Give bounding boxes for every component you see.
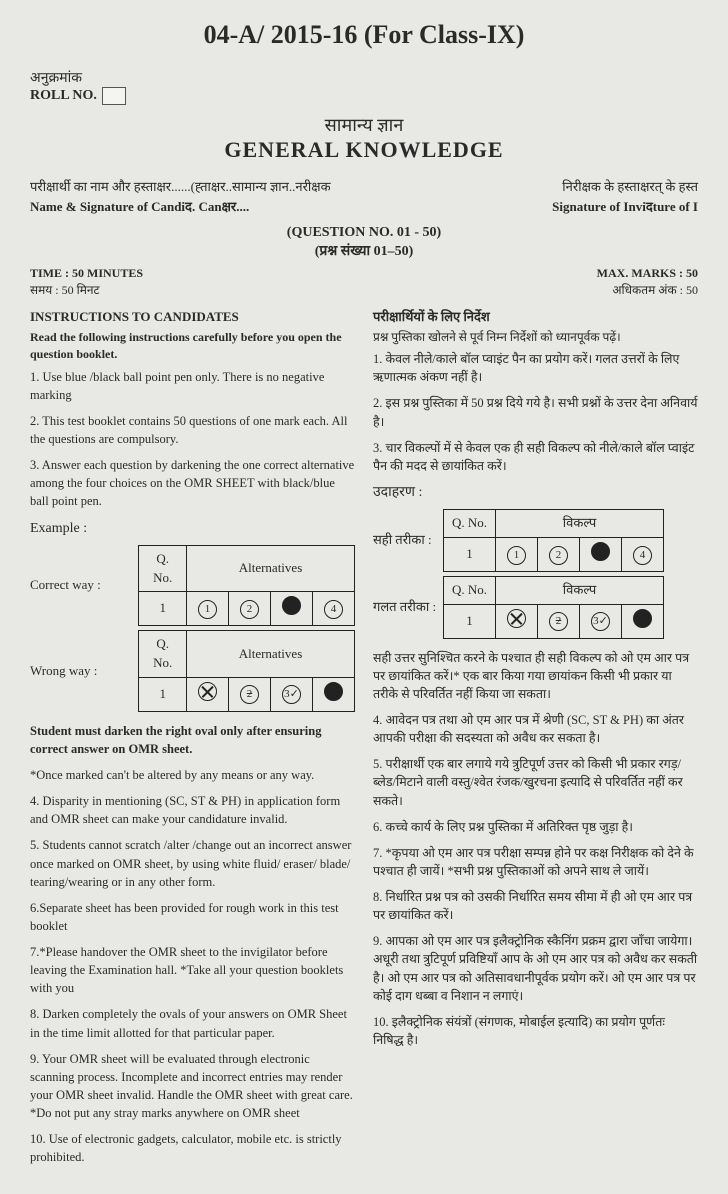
wa2: 2 bbox=[229, 678, 271, 712]
l-i3: 3. Answer each question by darkening the… bbox=[30, 456, 355, 510]
ca1: 1 bbox=[187, 592, 229, 626]
th-alt-h2: विकल्प bbox=[496, 576, 664, 604]
ca3 bbox=[271, 592, 313, 626]
wh1: 1 bbox=[444, 604, 496, 638]
c1: 1 bbox=[139, 592, 187, 626]
marks-hi: अधिकतम अंक : 50 bbox=[597, 281, 698, 298]
marks-en: MAX. MARKS : 50 bbox=[597, 266, 698, 281]
wha4 bbox=[622, 604, 664, 638]
l-i5: 5. Students cannot scratch /alter /chang… bbox=[30, 836, 355, 890]
title-block: सामान्य ज्ञान GENERAL KNOWLEDGE bbox=[30, 113, 698, 163]
wrong-row-hi: गलत तरीका : Q. No.विकल्प 1 2 3✓ bbox=[373, 576, 698, 639]
left-col: INSTRUCTIONS TO CANDIDATES Read the foll… bbox=[30, 308, 355, 1174]
sig-right-hi: निरीक्षक के हस्ताक्षरत् के हस्त bbox=[377, 177, 698, 195]
l-post1b: *Once marked can't be altered by any mea… bbox=[30, 766, 355, 784]
correct-label-en: Correct way : bbox=[30, 576, 108, 595]
sig-row-en: Name & Signature of Candiद. Canक्षर.... … bbox=[30, 197, 698, 215]
sig-left-hi: परीक्षार्थी का नाम और हस्ताक्षर......(ह्… bbox=[30, 177, 351, 195]
wrong-row-en: Wrong way : Q. No.Alternatives 1 2 3✓ bbox=[30, 630, 355, 712]
time-marks: TIME : 50 MINUTES समय : 50 मिनट MAX. MAR… bbox=[30, 266, 698, 298]
wrong-label-hi: गलत तरीका : bbox=[373, 598, 443, 617]
wha3: 3✓ bbox=[580, 604, 622, 638]
th-qno-h2: Q. No. bbox=[444, 576, 496, 604]
instr-sub-en: Read the following instructions carefull… bbox=[30, 329, 355, 364]
l-post1a: Student must darken the right oval only … bbox=[30, 722, 355, 758]
wrong-label-en: Wrong way : bbox=[30, 662, 108, 681]
time: TIME : 50 MINUTES समय : 50 मिनट bbox=[30, 266, 143, 298]
correct-table-hi: Q. No.विकल्प 1 1 2 4 bbox=[443, 509, 664, 572]
th-qno2: Q. No. bbox=[139, 631, 187, 678]
r-i4: 4. आवेदन पत्र तथा ओ एम आर पत्र में श्रेण… bbox=[373, 711, 698, 747]
right-col: परीक्षार्थियों के लिए निर्देश प्रश्न पुस… bbox=[373, 308, 698, 1174]
r-i5: 5. परीक्षार्थी एक बार लगाये गये त्रुटिपू… bbox=[373, 755, 698, 809]
correct-row-en: Correct way : Q. No.Alternatives 1 1 2 4 bbox=[30, 545, 355, 627]
ch1: 1 bbox=[444, 538, 496, 572]
r-i6: 6. कच्चे कार्य के लिए प्रश्न पुस्तिका मे… bbox=[373, 818, 698, 836]
th-qno-h: Q. No. bbox=[444, 510, 496, 538]
correct-row-hi: सही तरीका : Q. No.विकल्प 1 1 2 4 bbox=[373, 509, 698, 572]
cha2: 2 bbox=[538, 538, 580, 572]
title-hi: सामान्य ज्ञान bbox=[30, 113, 698, 137]
r-i7: 7. *कृपया ओ एम आर पत्र परीक्षा सम्पन्न ह… bbox=[373, 844, 698, 880]
instr-sub-hi: प्रश्न पुस्तिका खोलने से पूर्व निम्न निर… bbox=[373, 329, 698, 346]
r-post1: सही उत्तर सुनिश्चित करने के पश्चात ही सह… bbox=[373, 649, 698, 703]
wrong-table-hi: Q. No.विकल्प 1 2 3✓ bbox=[443, 576, 664, 639]
ca4: 4 bbox=[313, 592, 355, 626]
l-i2: 2. This test booklet contains 50 questio… bbox=[30, 412, 355, 448]
roll-hi: अनुक्रमांक bbox=[30, 68, 698, 87]
r-i8: 8. निर्धारित प्रश्न पत्र को उसकी निर्धार… bbox=[373, 888, 698, 924]
sig-row-hi: परीक्षार्थी का नाम और हस्ताक्षर......(ह्… bbox=[30, 177, 698, 195]
time-hi: समय : 50 मिनट bbox=[30, 281, 143, 298]
cha4: 4 bbox=[622, 538, 664, 572]
wa4 bbox=[313, 678, 355, 712]
qno-en: (QUESTION NO. 01 - 50) bbox=[30, 225, 698, 241]
th-qno: Q. No. bbox=[139, 545, 187, 592]
roll-box bbox=[102, 87, 126, 105]
time-en: TIME : 50 MINUTES bbox=[30, 266, 143, 281]
wa1 bbox=[187, 678, 229, 712]
ca2: 2 bbox=[229, 592, 271, 626]
qno-block: (QUESTION NO. 01 - 50) (प्रश्न संख्या 01… bbox=[30, 225, 698, 260]
wrong-table-en: Q. No.Alternatives 1 2 3✓ bbox=[138, 630, 355, 712]
title-en: GENERAL KNOWLEDGE bbox=[30, 137, 698, 163]
instr-head-hi: परीक्षार्थियों के लिए निर्देश bbox=[373, 308, 698, 327]
w1: 1 bbox=[139, 678, 187, 712]
wa3: 3✓ bbox=[271, 678, 313, 712]
r-i10: 10. इलैक्ट्रोनिक संयंत्रों (संगणक, मोबाई… bbox=[373, 1013, 698, 1049]
l-i8: 8. Darken completely the ovals of your a… bbox=[30, 1005, 355, 1041]
r-i3: 3. चार विकल्पों में से केवल एक ही सही वि… bbox=[373, 439, 698, 475]
r-i1: 1. केवल नीले/काले बॉल प्वाइंट पैन का प्र… bbox=[373, 350, 698, 386]
sig-left-en: Name & Signature of Candiद. Canक्षर.... bbox=[30, 197, 351, 215]
sig-right-en: Signature of Inviदture of I bbox=[377, 197, 698, 215]
r-i2: 2. इस प्रश्न पुस्तिका में 50 प्रश्न दिये… bbox=[373, 394, 698, 430]
l-i7: 7.*Please handover the OMR sheet to the … bbox=[30, 943, 355, 997]
th-alt2: Alternatives bbox=[187, 631, 355, 678]
qno-hi: (प्रश्न संख्या 01–50) bbox=[30, 241, 698, 260]
example-label-en: Example : bbox=[30, 519, 355, 539]
l-i9: 9. Your OMR sheet will be evaluated thro… bbox=[30, 1050, 355, 1123]
correct-label-hi: सही तरीका : bbox=[373, 531, 443, 550]
r-i9: 9. आपका ओ एम आर पत्र इलैक्ट्रोनिक स्कैनि… bbox=[373, 932, 698, 1005]
cha3 bbox=[580, 538, 622, 572]
instr-head-en: INSTRUCTIONS TO CANDIDATES bbox=[30, 308, 355, 327]
wha1 bbox=[496, 604, 538, 638]
roll-en: ROLL NO. bbox=[30, 88, 97, 104]
l-i6: 6.Separate sheet has been provided for r… bbox=[30, 899, 355, 935]
roll-block: अनुक्रमांक ROLL NO. bbox=[30, 68, 698, 105]
header-code: 04-A/ 2015-16 (For Class-IX) bbox=[30, 20, 698, 50]
wha2: 2 bbox=[538, 604, 580, 638]
marks: MAX. MARKS : 50 अधिकतम अंक : 50 bbox=[597, 266, 698, 298]
example-label-hi: उदाहरण : bbox=[373, 483, 698, 503]
th-alt-h: विकल्प bbox=[496, 510, 664, 538]
correct-table-en: Q. No.Alternatives 1 1 2 4 bbox=[138, 545, 355, 627]
l-i10: 10. Use of electronic gadgets, calculato… bbox=[30, 1130, 355, 1166]
th-alt: Alternatives bbox=[187, 545, 355, 592]
l-i1: 1. Use blue /black ball point pen only. … bbox=[30, 368, 355, 404]
l-i4: 4. Disparity in mentioning (SC, ST & PH)… bbox=[30, 792, 355, 828]
cha1: 1 bbox=[496, 538, 538, 572]
